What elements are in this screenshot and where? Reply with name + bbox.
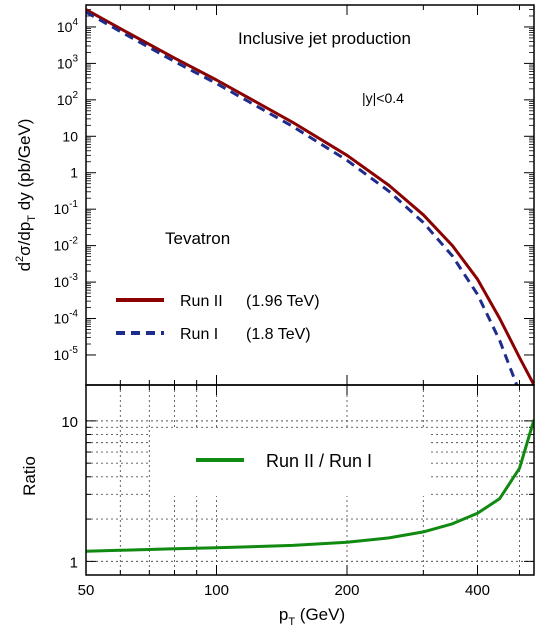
ratio-legend-box xyxy=(150,430,430,496)
ratio-panel-frame xyxy=(85,384,535,576)
y-tick-label: 1 xyxy=(70,165,78,181)
x-axis-title: pT (GeV) xyxy=(279,605,345,628)
ratio-axis-title: Ratio xyxy=(20,456,39,496)
x-tick-labels: 50 100 200 400 xyxy=(78,582,490,599)
y-tick-label: 10-2 xyxy=(54,236,79,254)
plot-title: Inclusive jet production xyxy=(238,29,411,48)
x-tick-label: 100 xyxy=(204,582,229,599)
x-tick-label: 200 xyxy=(334,582,359,599)
y-tick-label: 102 xyxy=(57,90,79,108)
top-series-lines xyxy=(86,8,534,385)
x-tick-label: 400 xyxy=(465,582,490,599)
y-tick-label: 10 xyxy=(62,128,78,144)
run1-curve xyxy=(86,10,519,385)
top-y-ticks xyxy=(86,4,534,356)
legend-energy-run1: (1.8 TeV) xyxy=(246,326,311,343)
collider-label: Tevatron xyxy=(165,229,230,248)
y-tick-label: 10-4 xyxy=(54,309,79,327)
y-tick-label: 104 xyxy=(57,17,79,35)
ratio-panel: Run II / Run I 1 10 50 100 200 400 Ratio pT … xyxy=(20,384,535,628)
y-tick-label: 10-5 xyxy=(54,345,79,363)
y-tick-label: 10-1 xyxy=(54,199,79,217)
y-tick-label: 10-3 xyxy=(54,272,79,290)
legend: Run II (1.96 TeV) Run I (1.8 TeV) xyxy=(116,293,320,343)
rapidity-cut-label: |y|<0.4 xyxy=(362,90,404,106)
legend-label-run2: Run II xyxy=(180,293,223,310)
ratio-y-tick-labels: 1 10 xyxy=(61,414,78,572)
ratio-y-tick-label: 1 xyxy=(70,554,78,571)
ratio-legend-label: Run II / Run I xyxy=(266,451,372,471)
y-tick-label: 103 xyxy=(57,53,79,71)
ratio-curve xyxy=(86,419,534,553)
run2-curve xyxy=(86,8,534,385)
legend-label-run1: Run I xyxy=(180,326,218,343)
ratio-y-tick-label: 10 xyxy=(61,414,78,431)
y-axis-title: d2σ/dpT dy (pb/GeV) xyxy=(14,119,38,272)
x-tick-label: 50 xyxy=(78,582,95,599)
legend-energy-run2: (1.96 TeV) xyxy=(246,293,320,310)
ratio-series-line xyxy=(86,419,534,553)
